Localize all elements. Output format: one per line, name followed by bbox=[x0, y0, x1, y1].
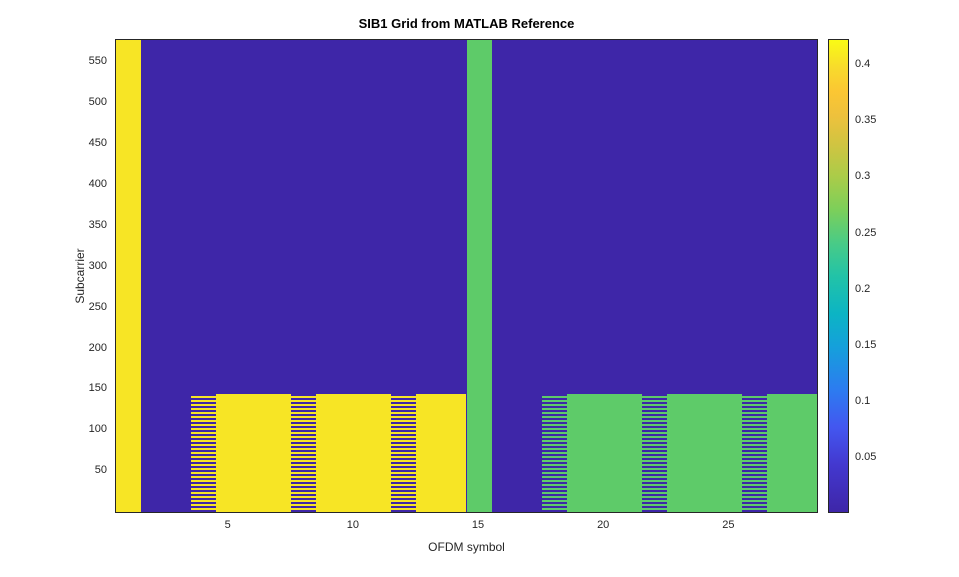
colorbar-tick-label: 0.15 bbox=[855, 338, 877, 351]
x-axis-tick-labels: 5 10 15 20 25 bbox=[115, 519, 818, 533]
y-tick-label: 150 bbox=[88, 382, 107, 395]
x-tick-label: 20 bbox=[597, 519, 610, 531]
y-tick-label: 550 bbox=[88, 54, 107, 67]
y-tick-label: 250 bbox=[88, 300, 107, 313]
green-data-block-symbols-18-28 bbox=[541, 394, 817, 512]
x-tick-label: 5 bbox=[224, 519, 231, 531]
chart-title: SIB1 Grid from MATLAB Reference bbox=[358, 16, 575, 31]
x-axis-label: OFDM symbol bbox=[428, 540, 505, 554]
green-column-symbol-15 bbox=[466, 40, 492, 512]
colorbar-tick-label: 0.3 bbox=[855, 170, 871, 183]
x-tick-label: 10 bbox=[346, 519, 359, 531]
plot-area bbox=[115, 39, 818, 513]
dmrs-stripe-column-symbol-26 bbox=[741, 394, 767, 512]
colorbar-tick-label: 0.2 bbox=[855, 282, 871, 295]
y-tick-label: 50 bbox=[94, 464, 107, 477]
y-axis-tick-labels: 50 100 150 200 250 300 350 400 450 500 550 bbox=[0, 39, 107, 513]
dmrs-stripe-column-symbol-12 bbox=[391, 394, 417, 512]
x-tick-label: 15 bbox=[471, 519, 485, 531]
colorbar-tick-label: 0.4 bbox=[855, 58, 871, 71]
y-tick-label: 300 bbox=[88, 259, 107, 272]
colorbar-tick-label: 0.05 bbox=[855, 450, 877, 463]
x-tick-label: 25 bbox=[722, 519, 735, 531]
y-tick-label: 400 bbox=[88, 177, 107, 190]
y-tick-label: 100 bbox=[88, 423, 107, 436]
colorbar-tick-label: 0.35 bbox=[855, 114, 877, 127]
yellow-column-symbol-1 bbox=[116, 40, 142, 512]
y-tick-label: 450 bbox=[88, 136, 107, 149]
colorbar bbox=[828, 39, 849, 513]
dmrs-stripe-column-symbol-22 bbox=[641, 394, 667, 512]
y-tick-label: 200 bbox=[88, 341, 107, 354]
yellow-data-block-symbols-4-14 bbox=[191, 394, 467, 512]
colorbar-tick-label: 0.25 bbox=[855, 226, 877, 239]
dmrs-stripe-column-symbol-18 bbox=[541, 394, 567, 512]
dmrs-stripe-column-symbol-8 bbox=[291, 394, 317, 512]
colorbar-tick-label: 0.1 bbox=[855, 394, 871, 407]
y-tick-label: 500 bbox=[88, 95, 107, 108]
y-tick-label: 350 bbox=[88, 218, 107, 231]
dmrs-stripe-column-symbol-4 bbox=[191, 394, 217, 512]
colorbar-tick-labels: 0.05 0.1 0.15 0.2 0.25 0.3 0.35 0.4 bbox=[855, 39, 915, 513]
